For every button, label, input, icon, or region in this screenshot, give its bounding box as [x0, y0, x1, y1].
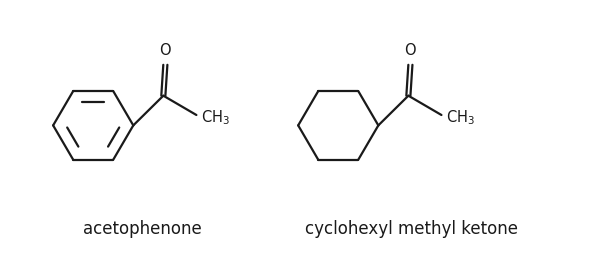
- Text: cyclohexyl methyl ketone: cyclohexyl methyl ketone: [305, 220, 518, 238]
- Text: acetophenone: acetophenone: [84, 220, 202, 238]
- Text: O: O: [160, 43, 171, 58]
- Text: CH$_3$: CH$_3$: [201, 108, 230, 127]
- Text: CH$_3$: CH$_3$: [446, 108, 475, 127]
- Text: O: O: [405, 43, 416, 58]
